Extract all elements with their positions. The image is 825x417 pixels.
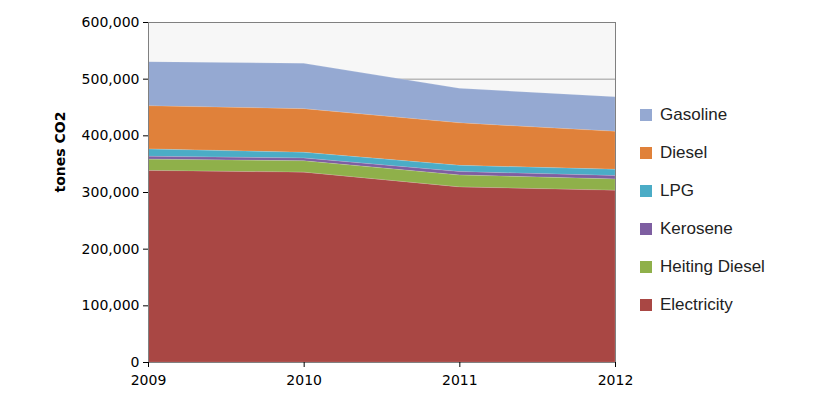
html-text:Heiting Diesel: Heiting Diesel [660,257,765,276]
svg-text:2009: 2009 [131,372,167,388]
svg-text:tones CO2: tones CO2 [52,112,68,193]
html-text:Gasoline: Gasoline [660,105,728,124]
html-text:Kerosene: Kerosene [660,219,733,238]
svg-text:2012: 2012 [598,372,634,388]
html-text:LPG: LPG [660,181,694,200]
svg-text:600,000: 600,000 [82,14,140,30]
svg-text:200,000: 200,000 [82,241,140,257]
svg-text:400,000: 400,000 [82,127,140,143]
html-text:Electricity: Electricity [660,295,733,314]
svg-text:100,000: 100,000 [82,297,140,313]
svg-text:2010: 2010 [286,372,322,388]
svg-text:2011: 2011 [442,372,478,388]
svg-text:500,000: 500,000 [82,71,140,87]
svg-text:0: 0 [131,354,140,370]
svg-text:300,000: 300,000 [82,184,140,200]
html-text:Diesel: Diesel [660,143,708,162]
